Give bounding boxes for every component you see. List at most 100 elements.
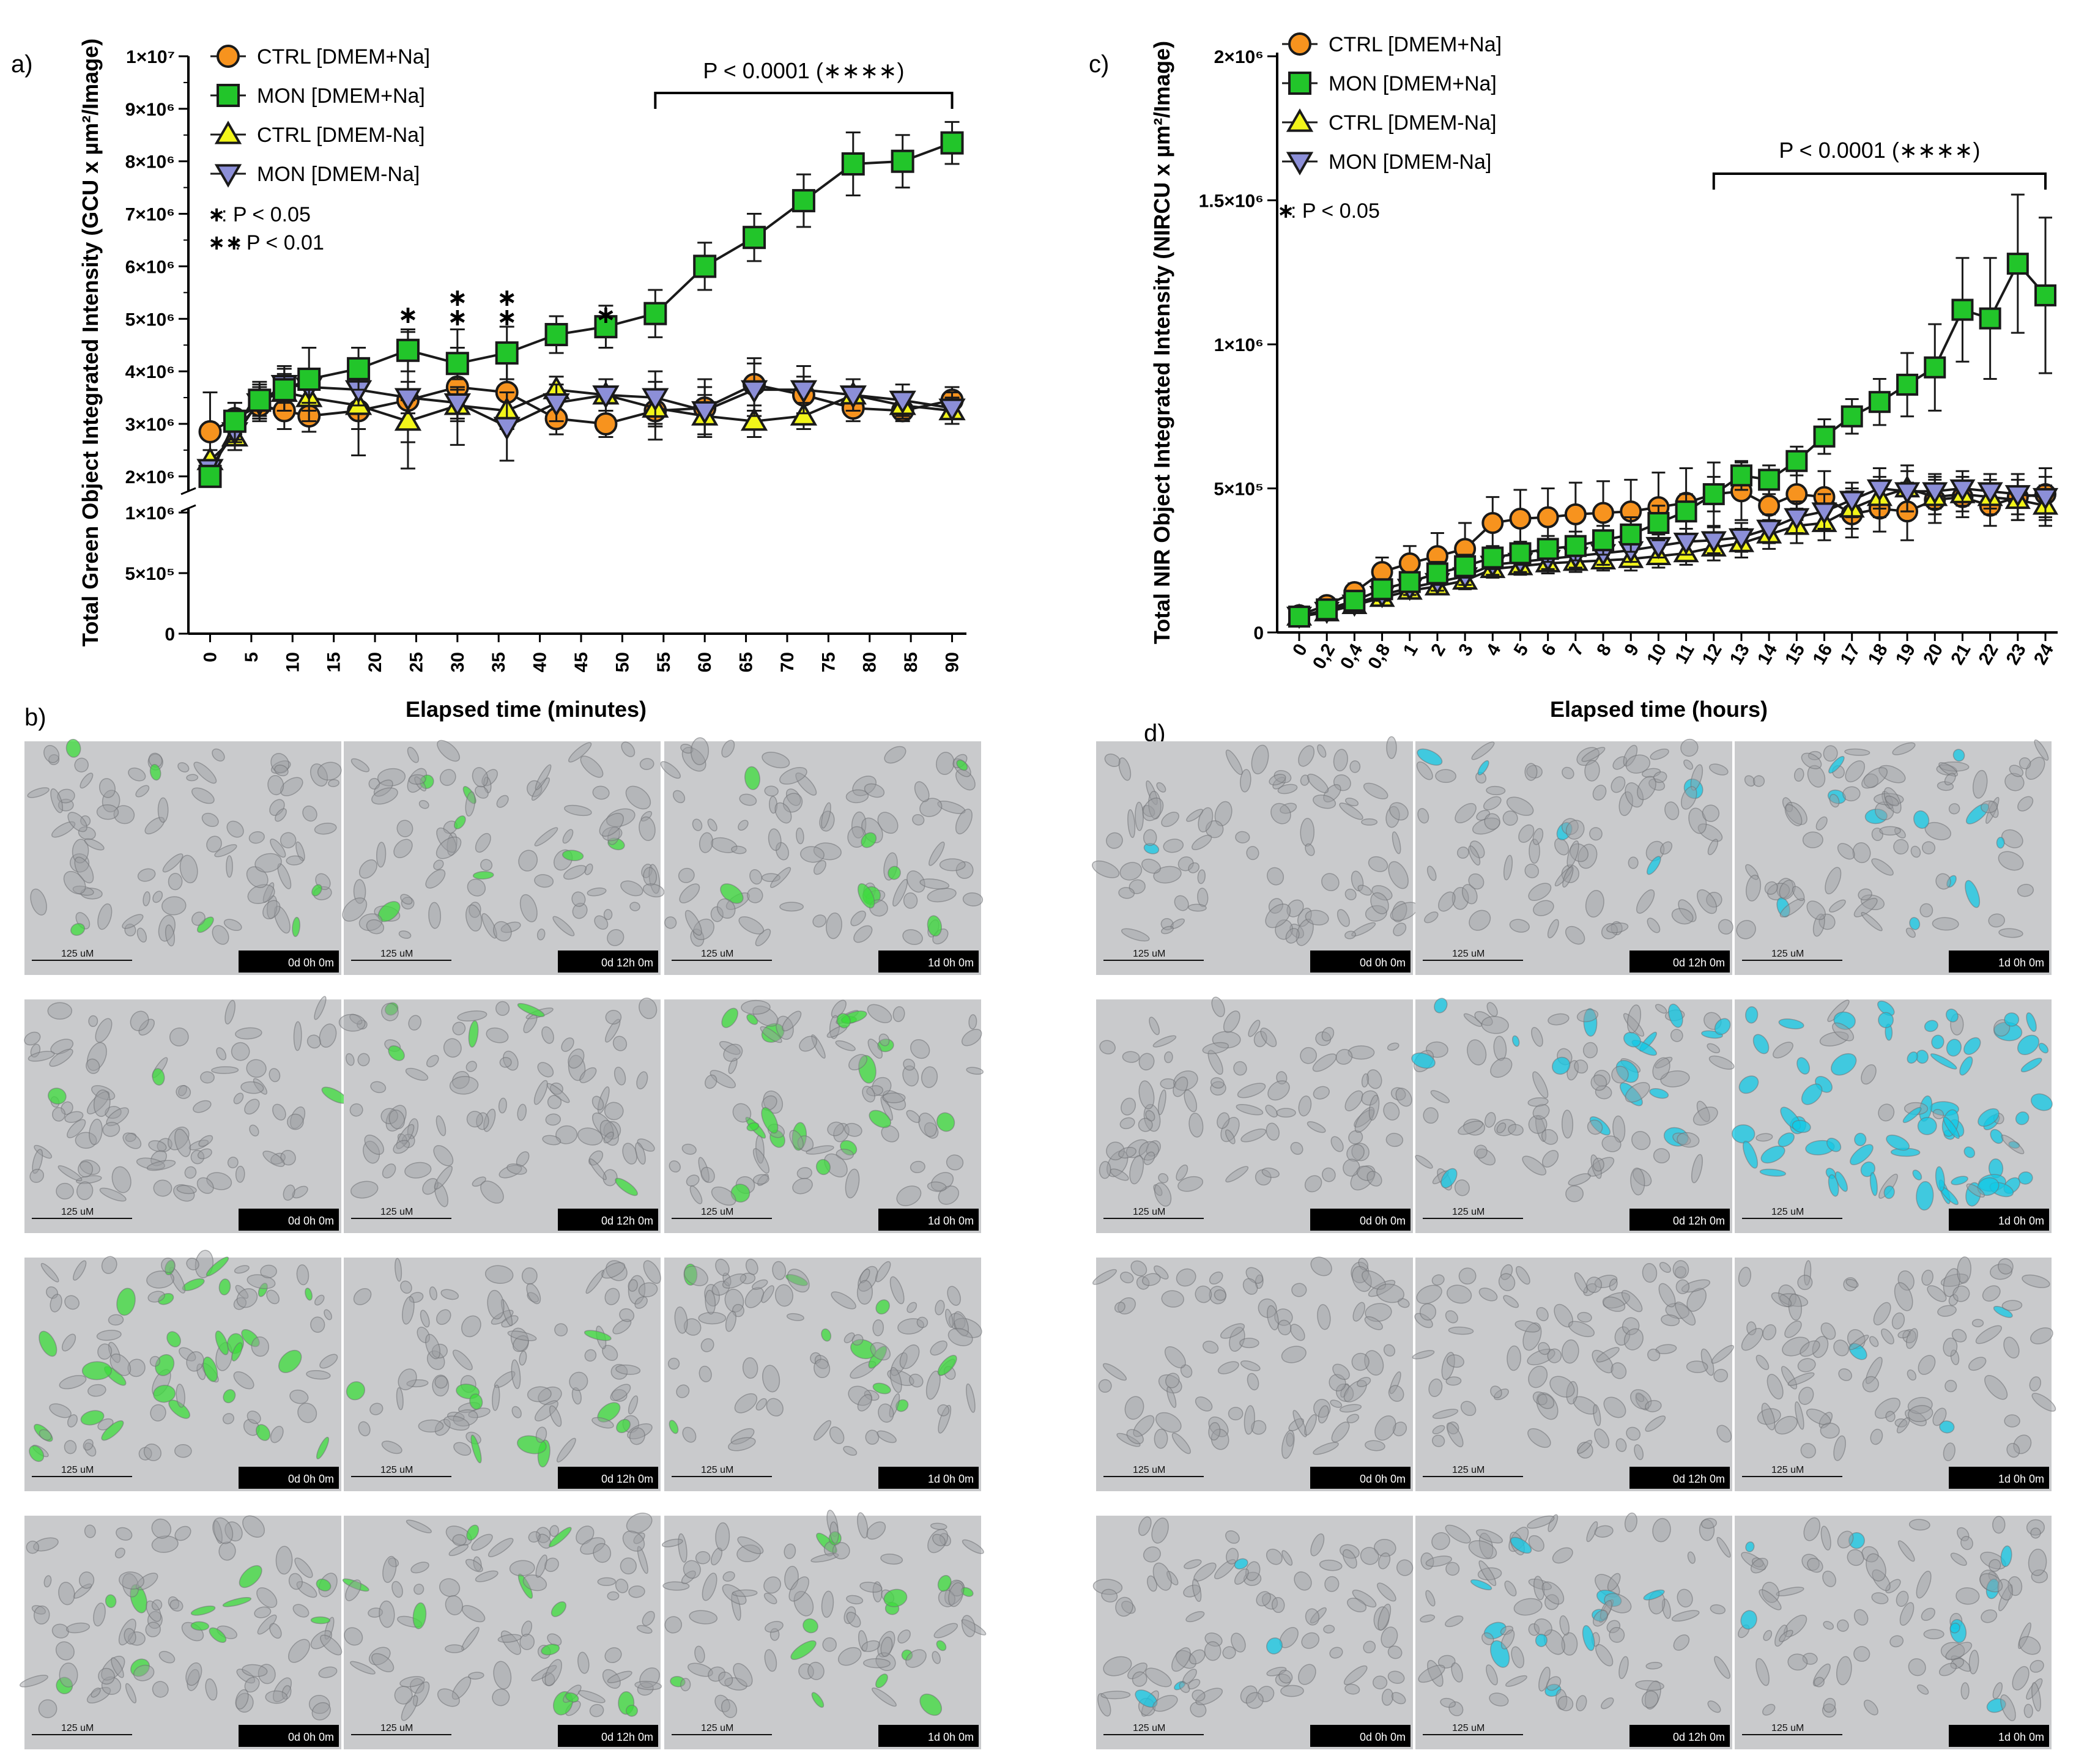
micro-d-cell bbox=[1762, 1324, 1777, 1341]
micro-d-cell bbox=[1244, 1405, 1255, 1435]
micro-d-cell bbox=[1101, 1588, 1118, 1603]
micro-d-cell bbox=[1469, 840, 1485, 859]
chart-c-point-mon_nona bbox=[1922, 482, 1948, 505]
micro-d-cell bbox=[1968, 1357, 1987, 1371]
micro-b-cell bbox=[896, 1185, 922, 1206]
chart-c-xtick-label: 12 bbox=[1699, 640, 1726, 668]
micro-b-cell bbox=[64, 1440, 77, 1455]
micro-b-cell bbox=[955, 809, 973, 835]
micro-b-image-bg bbox=[664, 999, 981, 1233]
micro-d-cell bbox=[1803, 1517, 1820, 1541]
micro-b-cell bbox=[67, 812, 87, 832]
micro-d-cell bbox=[1304, 1414, 1317, 1436]
chart-c-xtick-label: 0 bbox=[1289, 640, 1311, 659]
micro-b-cell bbox=[637, 1138, 655, 1152]
micro-d-cell bbox=[1943, 1116, 1960, 1140]
micro-d-cell bbox=[1156, 782, 1166, 793]
micro-b-cell bbox=[752, 1174, 769, 1185]
micro-d-cell bbox=[1960, 1682, 1970, 1700]
chart-a-point-ctrl_na bbox=[594, 412, 618, 435]
micro-d-cell bbox=[1746, 1321, 1757, 1336]
micro-d-cell bbox=[1445, 1524, 1471, 1544]
micro-b-cell bbox=[810, 1553, 839, 1563]
chart-c-legend-marker-mon_na bbox=[1288, 72, 1311, 95]
micro-b-timestamp: 0d 0h 0m bbox=[288, 1473, 334, 1485]
micro-b-cell bbox=[388, 1045, 405, 1061]
micro-d-cell bbox=[1602, 1296, 1626, 1312]
chart-a-line-mon_na bbox=[209, 141, 953, 477]
chart-c-xtick-label: 17 bbox=[1836, 640, 1864, 668]
micro-d-cell bbox=[2030, 1659, 2044, 1673]
micro-d-cell bbox=[1437, 1655, 1456, 1669]
micro-d-cell bbox=[1177, 1176, 1204, 1192]
micro-b-cell bbox=[176, 1084, 191, 1099]
micro-b-cell bbox=[619, 1308, 635, 1322]
micro-b-cell bbox=[102, 1121, 120, 1137]
micro-d-cell bbox=[1251, 1420, 1267, 1435]
micro-d-cell bbox=[1804, 1260, 1812, 1286]
micro-d-cell bbox=[1154, 1428, 1168, 1449]
micro-d-cell bbox=[1968, 1650, 1979, 1675]
micro-d-cell bbox=[1092, 860, 1120, 878]
micro-d-cell bbox=[1716, 1425, 1732, 1443]
micro-d-cell bbox=[1289, 1324, 1305, 1341]
micro-d-cell bbox=[1878, 765, 1906, 784]
micro-d-cell bbox=[1157, 1089, 1166, 1116]
micro-d-scale-label: 125 uM bbox=[1452, 1207, 1485, 1217]
micro-d-cell bbox=[1267, 867, 1285, 886]
micro-d-cell bbox=[2003, 1336, 2020, 1358]
micro-b-cell bbox=[86, 1058, 100, 1074]
micro-d-cell bbox=[1424, 911, 1439, 924]
micro-d-cell bbox=[2026, 1678, 2043, 1700]
micro-b-cell bbox=[584, 1330, 612, 1341]
micro-d-cell bbox=[1949, 1622, 1960, 1634]
micro-d-scale-label: 125 uM bbox=[1452, 1465, 1485, 1475]
micro-d-cell bbox=[1114, 1302, 1125, 1313]
micro-d-cell bbox=[1202, 1042, 1229, 1054]
micro-b-cell bbox=[38, 1699, 57, 1719]
micro-b-cell bbox=[862, 1086, 875, 1103]
micro-b-cell bbox=[136, 927, 147, 943]
micro-d-cell bbox=[1243, 1571, 1262, 1586]
micro-b-cell bbox=[607, 929, 625, 946]
micro-b-cell bbox=[812, 914, 827, 928]
micro-b-cell bbox=[151, 1599, 163, 1611]
micro-d-cell bbox=[1342, 1549, 1357, 1569]
micro-d-cell bbox=[1486, 785, 1506, 796]
micro-d-cell bbox=[1659, 841, 1673, 855]
micro-d-cell bbox=[1160, 925, 1174, 935]
micro-b-cell bbox=[563, 865, 587, 880]
micro-d-cell bbox=[1592, 1609, 1608, 1627]
micro-b-cell bbox=[366, 919, 385, 935]
micro-b-cell bbox=[903, 1058, 916, 1071]
micro-d-cell bbox=[1562, 865, 1574, 888]
micro-b-cell bbox=[689, 1185, 703, 1204]
micro-d-cell bbox=[1477, 760, 1489, 776]
micro-b-cell bbox=[429, 1286, 437, 1300]
micro-b-cell bbox=[799, 1036, 817, 1052]
micro-b-timestamp-box bbox=[239, 1467, 339, 1489]
micro-d-timestamp: 0d 12h 0m bbox=[1673, 957, 1725, 969]
micro-d-cell bbox=[1381, 1688, 1394, 1706]
chart-c-xtick-label: 22 bbox=[1974, 640, 2002, 668]
micro-b-cell bbox=[880, 1096, 893, 1121]
micro-b-cell bbox=[880, 1554, 903, 1565]
micro-d-cell bbox=[1412, 1350, 1435, 1360]
micro-d-cell bbox=[1343, 1380, 1367, 1403]
micro-d-cell bbox=[1478, 1532, 1494, 1559]
micro-d-cell bbox=[1118, 887, 1135, 899]
micro-b-cell bbox=[843, 1445, 858, 1456]
micro-b-cell bbox=[705, 1289, 716, 1315]
micro-d-cell bbox=[1476, 1148, 1496, 1166]
micro-d-cell bbox=[1193, 1562, 1217, 1582]
micro-d-cell bbox=[2001, 1300, 2023, 1311]
micro-d-cell bbox=[1690, 764, 1703, 791]
micro-b-cell bbox=[840, 1140, 858, 1156]
micro-b-cell bbox=[683, 1318, 702, 1336]
micro-b-cell bbox=[889, 1366, 902, 1393]
micro-d-cell bbox=[1351, 1352, 1370, 1371]
micro-b-cell bbox=[342, 897, 368, 922]
micro-d-cell bbox=[1374, 1539, 1396, 1557]
micro-b-cell bbox=[269, 1068, 281, 1083]
